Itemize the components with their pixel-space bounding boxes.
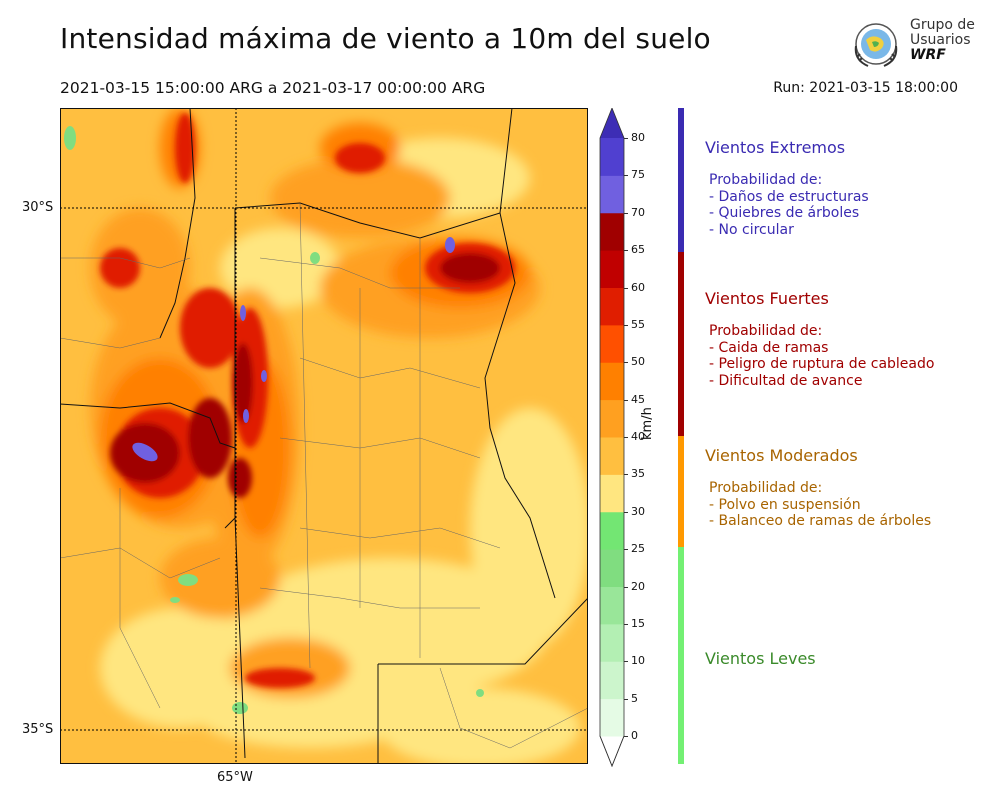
desc-line: - Dificultad de avance [709, 372, 863, 389]
colorbar-segment [600, 212, 624, 251]
colorbar-segment [600, 474, 624, 513]
colorbar-tick-label: 15 [631, 616, 645, 630]
category-strip-segment [678, 547, 684, 764]
category-extreme-desc: Probabilidad de: - Daños de estructuras … [709, 172, 869, 238]
category-strip-segment [678, 108, 684, 252]
desc-line: - No circular [709, 221, 794, 238]
lat-label-35s: 35°S [22, 722, 54, 737]
colorbar-tick [624, 474, 628, 476]
colorbar-tick-label: 60 [631, 280, 645, 294]
category-light-title: Vientos Leves [705, 649, 816, 668]
colorbar-segment [600, 511, 624, 550]
colorbar-segment [600, 324, 624, 363]
colorbar-tick [624, 175, 628, 177]
wrf-logo: Grupo de Usuarios WRF [848, 16, 978, 74]
colorbar-tick [624, 623, 628, 625]
colorbar-tick-label: 20 [631, 579, 645, 593]
colorbar-unit: km/h [640, 407, 655, 440]
colorbar-extend-low [599, 735, 625, 768]
colorbar-tick-label: 0 [631, 729, 638, 742]
strong-wind-layer [100, 113, 515, 688]
run-time: Run: 2021-03-15 18:00:00 [773, 80, 958, 96]
colorbar-tick-label: 5 [631, 691, 638, 705]
category-strong-title: Vientos Fuertes [705, 289, 829, 308]
category-moderate-title: Vientos Moderados [705, 446, 858, 465]
colorbar-tick [624, 549, 628, 551]
colorbar-segment [600, 399, 624, 438]
colorbar-extend-high [600, 108, 624, 138]
colorbar-tick [624, 586, 628, 588]
colorbar-tick [624, 511, 628, 513]
colorbar-tick-label: 75 [631, 168, 645, 182]
colorbar-tick-label: 50 [631, 355, 645, 369]
desc-line: Probabilidad de: [709, 323, 823, 339]
colorbar-tick-label: 30 [631, 504, 645, 518]
globe-logo-icon [854, 23, 898, 67]
colorbar-tick [624, 324, 628, 326]
lat-label-30s: 30°S [22, 200, 54, 215]
date-range: 2021-03-15 15:00:00 ARG a 2021-03-17 00:… [60, 79, 486, 97]
logo-line-3: WRF [910, 47, 946, 63]
colorbar-tick [624, 362, 628, 364]
logo-line-2: Usuarios [910, 32, 971, 48]
category-strip-segment [678, 252, 684, 436]
colorbar-segment [600, 250, 624, 288]
province-borders [60, 108, 588, 764]
colorbar-segment [600, 138, 624, 176]
colorbar-tick [624, 138, 628, 139]
colorbar-tick-label: 25 [631, 542, 645, 556]
desc-line: - Caida de ramas [709, 339, 829, 356]
lon-label-65w: 65°W [217, 770, 253, 785]
colorbar-segment [600, 586, 624, 625]
colorbar [598, 106, 626, 768]
desc-line: - Balanceo de ramas de árboles [709, 513, 932, 529]
graticule [60, 108, 588, 764]
colorbar-svg [599, 106, 625, 768]
desc-line: - Peligro de ruptura de cableado [709, 356, 935, 372]
wind-map [60, 108, 588, 764]
desc-line: - Quiebres de árboles [709, 205, 860, 221]
category-moderate-desc: Probabilidad de: - Polvo en suspensión -… [709, 480, 931, 530]
colorbar-tick-label: 40 [631, 430, 645, 443]
category-strong-desc: Probabilidad de: - Caida de ramas - Peli… [709, 323, 934, 389]
colorbar-segment [600, 661, 624, 700]
colorbar-segment [600, 437, 624, 475]
colorbar-tick-label: 55 [631, 317, 645, 331]
colorbar-tick-label: 70 [631, 205, 645, 219]
colorbar-tick [624, 250, 628, 252]
colorbar-segment [600, 287, 624, 326]
colorbar-tick-label: 35 [631, 467, 645, 481]
colorbar-tick [624, 736, 628, 737]
colorbar-segment [600, 175, 624, 214]
colorbar-tick [624, 287, 628, 289]
logo-line-1: Grupo de [910, 17, 975, 33]
colorbar-tick-label: 10 [631, 654, 645, 668]
colorbar-tick [624, 437, 628, 438]
desc-line: - Polvo en suspensión [709, 496, 861, 513]
category-extreme-title: Vientos Extremos [705, 138, 846, 157]
wind-field-map [60, 108, 588, 764]
colorbar-segment [600, 623, 624, 662]
colorbar-tick-label: 45 [631, 392, 645, 406]
colorbar-segment [600, 362, 624, 401]
map-title: Intensidad máxima de viento a 10m del su… [60, 22, 711, 55]
extreme-wind-layer [132, 237, 455, 462]
desc-line: Probabilidad de: [709, 172, 823, 188]
colorbar-tick [624, 212, 628, 214]
colorbar-segment [600, 698, 624, 737]
colorbar-tick [624, 399, 628, 401]
colorbar-tick [624, 698, 628, 700]
colorbar-tick [624, 661, 628, 663]
colorbar-tick-label: 80 [631, 131, 645, 144]
department-borders [60, 202, 588, 749]
desc-line: Probabilidad de: [709, 480, 823, 496]
map-frame [60, 108, 588, 764]
category-strip-segment [678, 436, 684, 547]
colorbar-segment [600, 549, 624, 587]
colorbar-tick-label: 65 [631, 243, 645, 257]
desc-line: - Daños de estructuras [709, 188, 869, 205]
